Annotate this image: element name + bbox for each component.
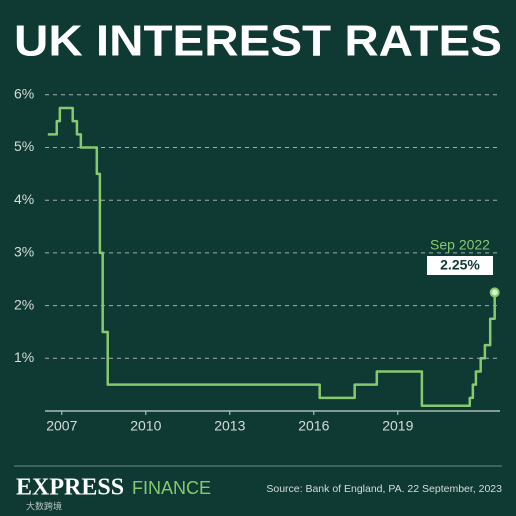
rate-line	[47, 106, 496, 407]
y-tick-label: 4%	[14, 191, 34, 207]
source: Source: Bank of England, PA. 22 Septembe…	[266, 483, 502, 495]
y-tick-label: 1%	[14, 349, 34, 365]
annotation-box	[427, 256, 493, 275]
y-tick-label: 6%	[14, 86, 34, 102]
end-point	[489, 287, 500, 298]
watermark: 大数跨境	[26, 500, 62, 511]
brand: EXPRESS	[16, 475, 124, 501]
y-tick-label: 3%	[14, 244, 34, 260]
x-tick-label: 2010	[130, 418, 161, 434]
x-tick-label: 2019	[382, 418, 413, 434]
x-tick-label: 2016	[298, 418, 329, 434]
y-tick-label: 2%	[14, 296, 34, 312]
section: FINANCE	[132, 478, 211, 498]
annotation-date: Sep 2022	[430, 237, 490, 253]
x-tick-label: 2007	[46, 418, 77, 434]
chart-title: UK INTEREST RATES	[14, 17, 502, 66]
annotation-value: 2.25%	[440, 257, 480, 273]
x-tick-label: 2013	[214, 418, 245, 434]
y-tick-label: 5%	[14, 138, 34, 154]
